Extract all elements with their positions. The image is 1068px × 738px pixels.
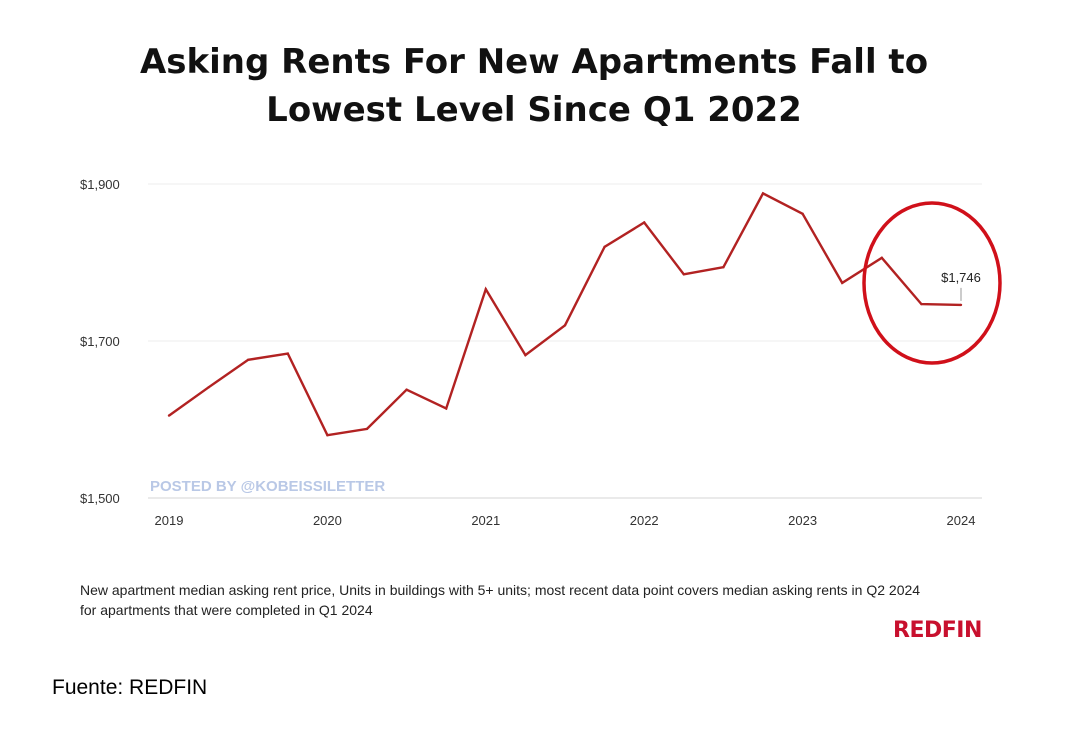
- x-tick-label: 2019: [155, 513, 184, 528]
- data-point: [880, 256, 883, 259]
- data-point: [959, 303, 963, 307]
- chart-caption: New apartment median asking rent price, …: [80, 582, 921, 618]
- x-tick-label: 2023: [788, 513, 817, 528]
- chart-title: Asking Rents For New Apartments Fall to …: [0, 38, 1068, 134]
- data-point: [445, 407, 448, 410]
- data-point: [603, 245, 606, 248]
- data-point: [722, 266, 725, 269]
- data-point: [801, 212, 804, 216]
- data-point: [920, 302, 923, 306]
- data-point: [841, 281, 844, 285]
- data-point: [682, 273, 685, 276]
- x-tick-label: 2024: [947, 513, 976, 528]
- chart-title-line-1: Asking Rents For New Apartments Fall to: [139, 42, 929, 82]
- annotation-label: $1,746: [941, 270, 981, 285]
- data-point: [207, 386, 210, 389]
- y-tick-label: $1,900: [80, 177, 120, 192]
- x-tick-label: 2022: [630, 513, 659, 528]
- x-tick-label: 2020: [313, 513, 342, 528]
- data-point: [365, 427, 369, 431]
- highlight-circle: [862, 201, 1002, 365]
- data-point: [167, 414, 171, 417]
- data-point: [405, 388, 408, 391]
- watermark-text: POSTED BY @KOBEISSILETTER: [150, 478, 385, 495]
- data-point: [563, 324, 567, 327]
- data-point: [761, 192, 765, 195]
- y-tick-label: $1,700: [80, 334, 120, 349]
- data-point: [484, 287, 487, 291]
- x-tick-label: 2021: [471, 513, 500, 528]
- data-point: [643, 221, 646, 224]
- data-point: [247, 358, 250, 362]
- redfin-logo: REDFIN: [893, 618, 982, 643]
- y-tick-label: $1,500: [80, 491, 120, 506]
- data-point: [286, 352, 289, 355]
- chart-title-line-2: Lowest Level Since Q1 2022: [266, 90, 802, 130]
- source-note: Fuente: REDFIN: [52, 676, 208, 699]
- data-point: [326, 434, 329, 437]
- data-point: [524, 353, 527, 357]
- series-line: [168, 191, 962, 437]
